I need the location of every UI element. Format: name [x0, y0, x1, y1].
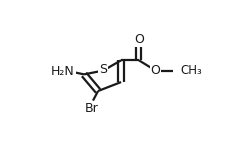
Text: H₂N: H₂N	[51, 65, 75, 78]
Text: S: S	[99, 63, 107, 76]
Text: O: O	[151, 64, 161, 77]
Text: Br: Br	[85, 102, 99, 115]
Text: O: O	[134, 33, 144, 46]
Text: CH₃: CH₃	[180, 64, 202, 77]
